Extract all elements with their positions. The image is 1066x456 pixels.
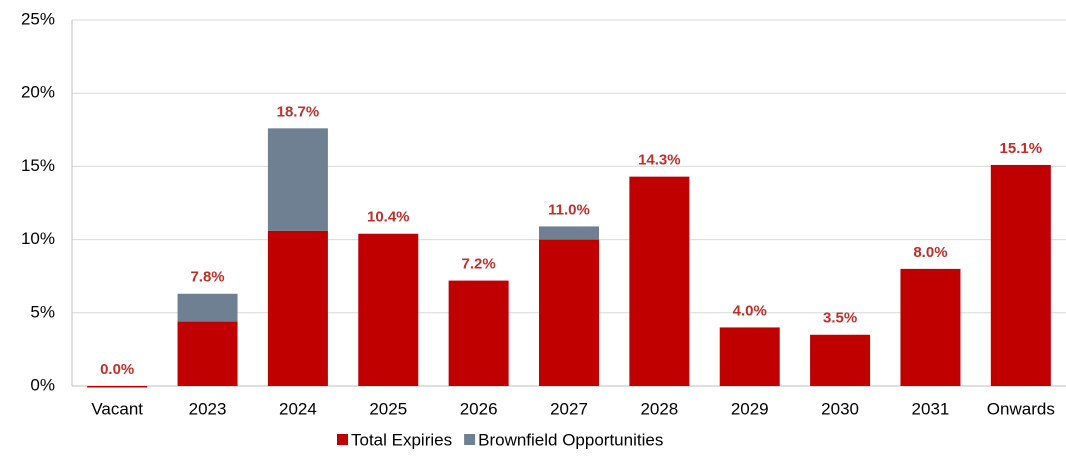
bar-segment <box>177 293 238 322</box>
bar-segment <box>267 230 328 386</box>
x-tick-label: 2026 <box>460 399 498 418</box>
x-tick-label: Onwards <box>987 399 1055 418</box>
legend-label: Brownfield Opportunities <box>478 430 663 449</box>
bar-segment <box>810 334 871 386</box>
bar-segment <box>539 226 599 240</box>
data-label: 3.5% <box>823 310 857 327</box>
x-tick-label: Vacant <box>91 399 143 418</box>
x-tick-label: 2027 <box>550 399 588 418</box>
data-label: 10.4% <box>367 209 410 226</box>
data-label: 7.8% <box>190 269 224 286</box>
data-label: 7.2% <box>462 256 496 273</box>
bar-segment <box>990 164 1051 386</box>
x-tick-label: 2024 <box>279 399 317 418</box>
data-label: 18.7% <box>277 103 320 120</box>
bar-segment <box>87 386 148 388</box>
legend-swatch <box>337 434 348 445</box>
x-tick-label: 2030 <box>821 399 859 418</box>
bar-segment <box>629 176 690 386</box>
y-tick-label: 20% <box>21 83 55 102</box>
data-label: 14.3% <box>638 152 681 169</box>
x-tick-label: 2031 <box>912 399 950 418</box>
data-label: 8.0% <box>913 244 947 261</box>
bar-segment <box>539 239 599 386</box>
bar-segment <box>448 280 509 386</box>
x-tick-label: 2029 <box>731 399 769 418</box>
y-tick-label: 0% <box>30 375 55 394</box>
data-label: 4.0% <box>733 302 767 319</box>
y-tick-label: 15% <box>21 156 55 175</box>
x-tick-label: 2028 <box>640 399 678 418</box>
data-label: 15.1% <box>1000 140 1043 157</box>
bar-segment <box>358 233 419 386</box>
y-tick-label: 10% <box>21 229 55 248</box>
y-tick-label: 5% <box>30 302 55 321</box>
bar-segment <box>900 268 961 386</box>
legend-label: Total Expiries <box>351 430 452 449</box>
legend-swatch <box>464 434 476 445</box>
x-tick-label: 2023 <box>189 399 227 418</box>
bar-segment <box>177 321 238 386</box>
x-tick-label: 2025 <box>369 399 407 418</box>
data-label: 11.0% <box>548 201 590 218</box>
y-tick-label: 25% <box>21 9 55 28</box>
bar-segment <box>719 327 780 386</box>
bar-segment <box>267 128 328 231</box>
data-label: 0.0% <box>100 361 134 378</box>
